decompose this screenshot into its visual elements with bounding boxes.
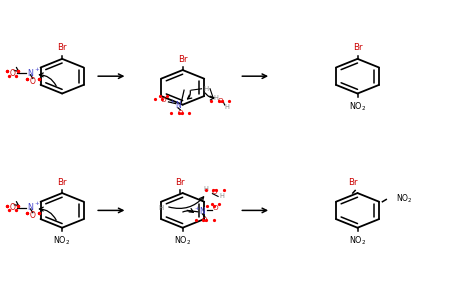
Text: Br: Br: [348, 178, 357, 187]
Text: H: H: [219, 192, 224, 199]
Text: NO$_2$: NO$_2$: [174, 235, 191, 247]
Text: O: O: [218, 98, 223, 104]
Text: Br: Br: [353, 43, 362, 52]
Text: O: O: [212, 189, 218, 195]
Text: O: O: [30, 77, 36, 86]
Text: O: O: [9, 203, 16, 212]
Text: NO$_2$: NO$_2$: [349, 235, 366, 247]
Text: NO$_2$: NO$_2$: [396, 192, 412, 205]
Text: Br: Br: [178, 55, 187, 64]
Text: Br: Br: [57, 43, 67, 52]
Text: O: O: [202, 217, 208, 223]
Text: Br: Br: [57, 178, 67, 187]
Text: Br: Br: [175, 178, 185, 187]
Text: +: +: [195, 206, 199, 211]
Text: +: +: [170, 99, 174, 105]
Text: +: +: [34, 67, 39, 72]
Text: NO$_2$: NO$_2$: [54, 235, 71, 247]
Text: H: H: [204, 186, 209, 192]
Text: H: H: [224, 104, 229, 110]
Text: N: N: [27, 203, 33, 212]
Text: +: +: [34, 201, 39, 206]
Text: O: O: [9, 69, 16, 78]
Text: O: O: [177, 110, 183, 115]
Text: O: O: [161, 97, 166, 103]
Text: O: O: [213, 205, 219, 210]
Text: O: O: [30, 211, 36, 220]
Text: H: H: [213, 95, 218, 101]
Text: H: H: [159, 205, 164, 210]
Text: N: N: [27, 69, 33, 78]
Text: NO$_2$: NO$_2$: [349, 101, 366, 113]
Text: N: N: [175, 101, 181, 110]
Text: H: H: [204, 86, 209, 92]
Text: N: N: [200, 207, 205, 216]
